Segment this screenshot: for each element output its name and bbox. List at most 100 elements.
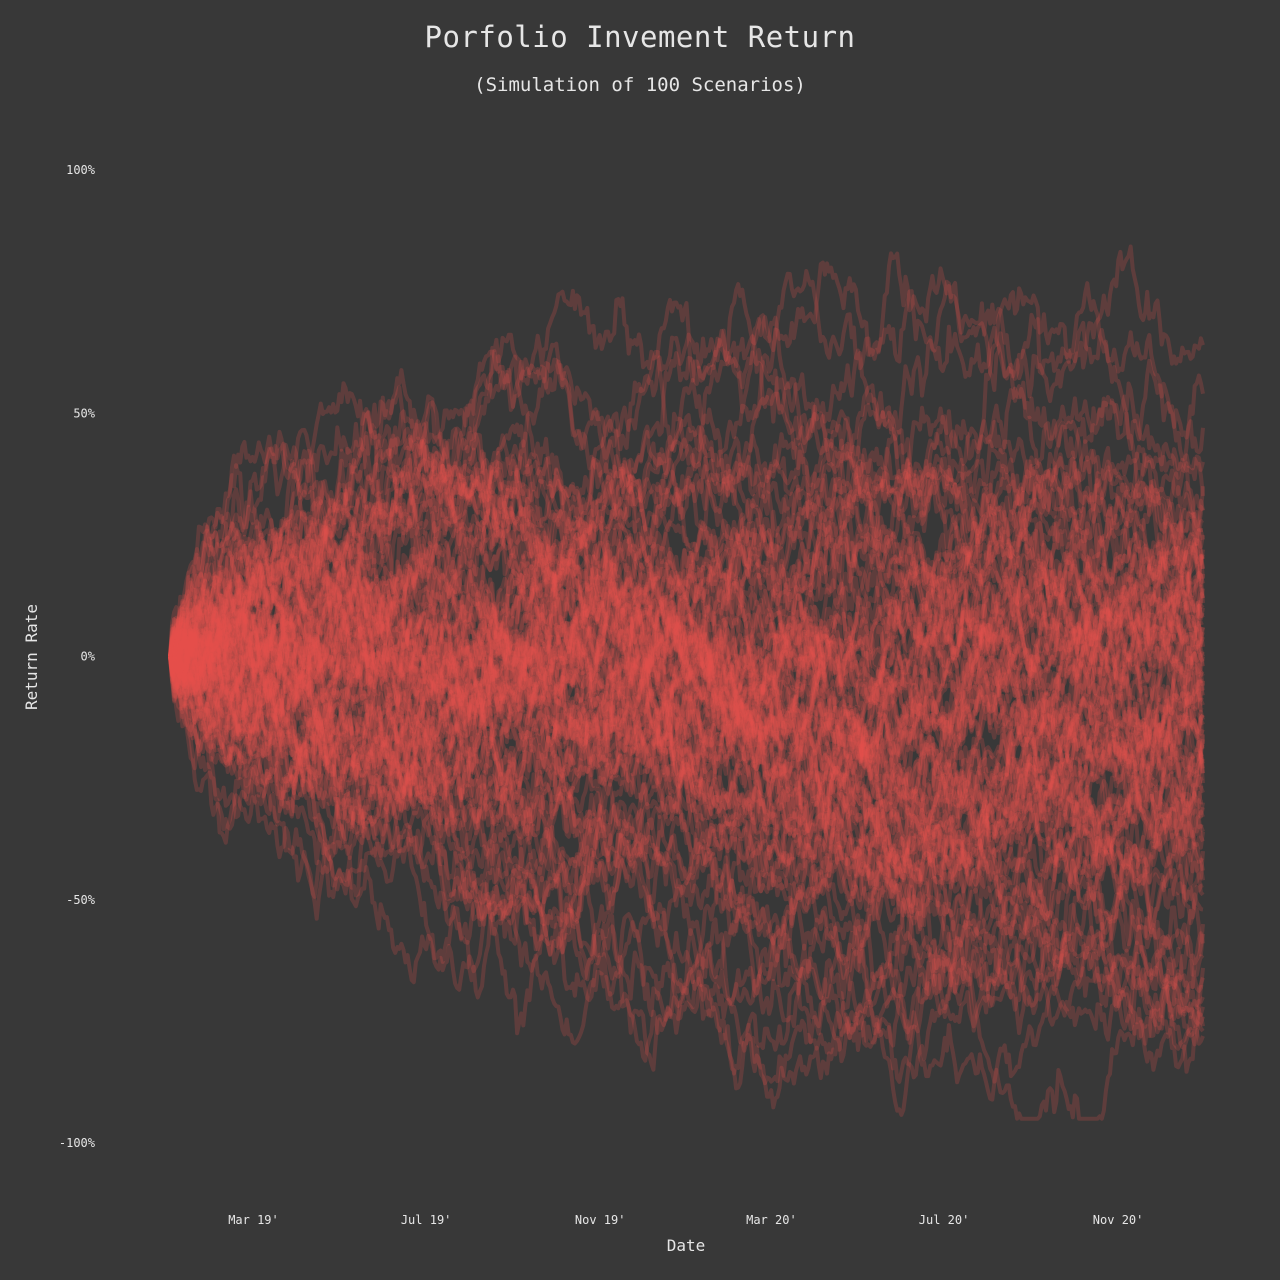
- scenario-line: [168, 553, 1205, 835]
- scenario-line: [168, 600, 1205, 891]
- scenario-line: [168, 645, 1205, 917]
- x-tick-label: Nov 20': [1093, 1213, 1144, 1227]
- y-tick-label: -100%: [59, 1136, 96, 1150]
- scenario-line: [168, 421, 1204, 937]
- x-tick-label: Jul 19': [401, 1213, 452, 1227]
- scenario-line: [168, 588, 1204, 1064]
- scenario-line: [168, 419, 1205, 861]
- scenario-line: [168, 578, 1205, 899]
- scenario-line: [168, 643, 1204, 951]
- scenario-line: [169, 381, 1205, 745]
- scenario-line: [168, 578, 1204, 1074]
- scenario-line: [168, 437, 1204, 790]
- scenario-line: [168, 589, 1205, 871]
- scenario-line: [168, 529, 1205, 966]
- scenario-line: [168, 656, 1205, 937]
- scenario-line: [168, 556, 1205, 845]
- scenario-line: [169, 630, 1205, 927]
- scenario-line: [168, 631, 1204, 1045]
- scenario-line: [168, 623, 1204, 932]
- scenario-line: [168, 559, 1204, 948]
- scenario-line: [168, 349, 1205, 677]
- scenario-line: [168, 593, 1205, 781]
- x-axis-label: Date: [667, 1236, 706, 1255]
- scenario-line: [168, 381, 1205, 791]
- scenario-line: [168, 456, 1205, 674]
- scenario-line: [168, 409, 1205, 845]
- scenario-line: [169, 445, 1205, 775]
- scenario-line: [168, 457, 1205, 788]
- scenario-line: [168, 563, 1205, 882]
- scenario-line: [168, 587, 1205, 1091]
- scenario-line: [168, 548, 1204, 788]
- scenario-line: [168, 639, 1205, 1084]
- scenario-line: [168, 564, 1205, 950]
- scenario-line: [168, 482, 1205, 757]
- scenario-line: [168, 328, 1205, 742]
- scenario-line: [168, 471, 1204, 859]
- scenario-line: [168, 629, 1205, 1009]
- scenario-line: [169, 383, 1205, 812]
- scenario-line: [168, 577, 1204, 877]
- scenario-line: [168, 603, 1205, 893]
- scenario-line: [168, 459, 1205, 805]
- scenario-line: [168, 350, 1205, 1029]
- scenario-line: [168, 426, 1205, 756]
- scenario-line: [168, 567, 1205, 1035]
- scenario-line: [168, 540, 1205, 879]
- scenario-line: [168, 596, 1205, 898]
- scenario-line: [168, 461, 1205, 882]
- scenario-line: [168, 434, 1205, 752]
- scenario-line: [168, 534, 1204, 1036]
- scenario-line: [168, 334, 1205, 720]
- scenario-line: [168, 548, 1205, 905]
- scenario-line: [168, 269, 1204, 668]
- scenario-line: [168, 539, 1205, 770]
- scenario-line: [169, 470, 1205, 1102]
- scenario-line: [168, 469, 1205, 736]
- chart-subtitle: (Simulation of 100 Scenarios): [474, 74, 806, 96]
- scenario-line: [168, 489, 1205, 849]
- scenario-line: [168, 407, 1205, 737]
- scenario-line: [168, 656, 1205, 1110]
- scenario-line: [168, 471, 1205, 803]
- scenario-line: [168, 427, 1205, 1072]
- scenario-line: [169, 614, 1205, 843]
- x-tick-label: Mar 19': [228, 1213, 279, 1227]
- scenario-line: [168, 543, 1204, 860]
- y-tick-label: 50%: [73, 406, 95, 420]
- scenario-line: [168, 419, 1205, 844]
- scenario-line: [168, 286, 1205, 688]
- chart-title: Porfolio Invement Return: [424, 20, 856, 54]
- scenario-line: [168, 478, 1203, 768]
- scenario-line: [168, 459, 1205, 788]
- y-axis-label: Return Rate: [22, 604, 41, 710]
- scenario-line: [170, 623, 1205, 1016]
- scenario-line: [168, 539, 1205, 899]
- scenario-line: [168, 561, 1205, 1041]
- scenario-line: [168, 517, 1205, 862]
- y-axis-ticks: 100% 50% 0% -50% -100%: [59, 163, 96, 1150]
- scenario-line: [168, 431, 1204, 706]
- scenario-line: [168, 509, 1205, 690]
- scenario-line: [168, 456, 1205, 768]
- scenario-line: [168, 555, 1205, 829]
- scenario-line: [168, 511, 1205, 734]
- scenario-line: [168, 279, 1205, 730]
- scenario-line: [168, 575, 1205, 1117]
- scenario-line: [168, 539, 1205, 856]
- scenario-line: [168, 332, 1205, 680]
- scenario-line: [168, 525, 1205, 756]
- scenario-line: [168, 452, 1205, 833]
- x-tick-label: Jul 20': [919, 1213, 970, 1227]
- y-tick-label: -50%: [66, 893, 96, 907]
- scenario-line: [168, 639, 1205, 1121]
- y-tick-label: 100%: [66, 163, 96, 177]
- scenario-line: [168, 447, 1205, 748]
- scenario-line: [168, 563, 1205, 867]
- x-tick-label: Mar 20': [746, 1213, 797, 1227]
- scenario-line: [168, 439, 1205, 759]
- scenario-line: [168, 586, 1205, 1025]
